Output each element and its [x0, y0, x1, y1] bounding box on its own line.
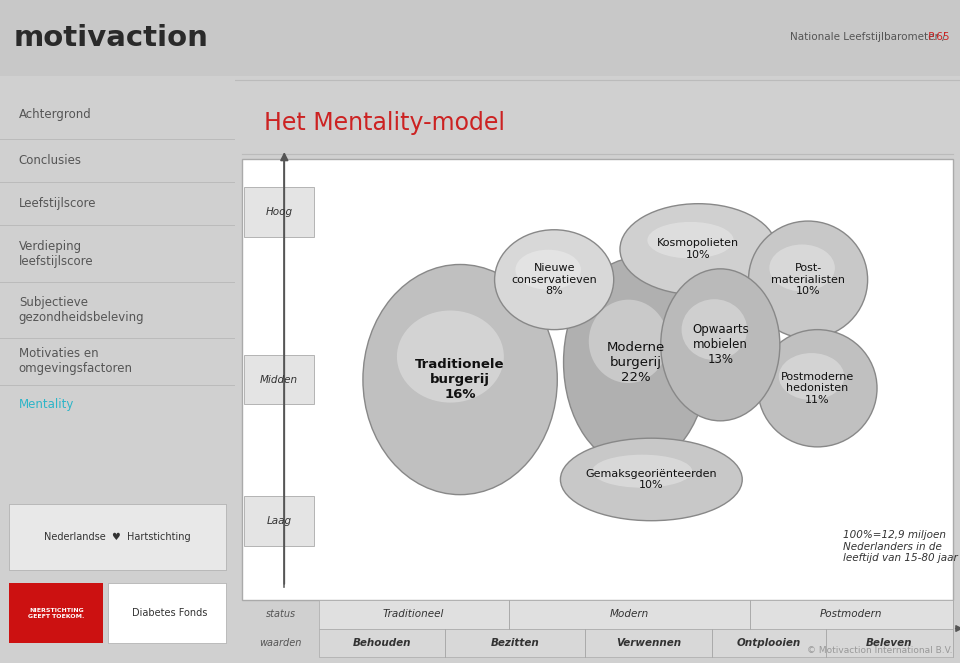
Text: motivaction: motivaction	[14, 25, 209, 52]
FancyBboxPatch shape	[108, 583, 226, 643]
Text: Bezitten: Bezitten	[491, 638, 540, 648]
Ellipse shape	[769, 245, 835, 292]
FancyBboxPatch shape	[235, 0, 960, 76]
Text: Het Mentality-model: Het Mentality-model	[264, 111, 505, 135]
Text: Kosmopolieten
10%: Kosmopolieten 10%	[658, 239, 739, 260]
Text: P.65: P.65	[899, 32, 949, 42]
FancyBboxPatch shape	[0, 0, 235, 76]
Text: Subjectieve
gezondheidsbeleving: Subjectieve gezondheidsbeleving	[19, 296, 144, 324]
Ellipse shape	[363, 265, 558, 495]
Text: waarden: waarden	[259, 638, 301, 648]
Text: Achtergrond: Achtergrond	[19, 108, 91, 121]
FancyBboxPatch shape	[10, 504, 226, 570]
Text: Motivaties en
omgevingsfactoren: Motivaties en omgevingsfactoren	[19, 347, 132, 375]
FancyBboxPatch shape	[243, 159, 952, 600]
FancyBboxPatch shape	[244, 187, 314, 237]
Text: Beleven: Beleven	[866, 638, 913, 648]
Ellipse shape	[682, 299, 747, 360]
Text: Diabetes Fonds: Diabetes Fonds	[132, 608, 207, 619]
Ellipse shape	[779, 353, 844, 400]
Text: Mentality: Mentality	[19, 398, 74, 411]
Text: NIERSTICHTING
GEEFT TOEKOM.: NIERSTICHTING GEEFT TOEKOM.	[28, 608, 84, 619]
Ellipse shape	[588, 300, 668, 383]
Text: Nationale Leefstijlbarometer /: Nationale Leefstijlbarometer /	[790, 32, 949, 42]
Text: Traditionele
burgerij
16%: Traditionele burgerij 16%	[416, 358, 505, 401]
Ellipse shape	[516, 250, 581, 290]
FancyBboxPatch shape	[319, 600, 952, 629]
Text: Traditioneel: Traditioneel	[383, 609, 444, 619]
Text: Nieuwe
conservatieven
8%: Nieuwe conservatieven 8%	[512, 263, 597, 296]
Text: Post-
materialisten
10%: Post- materialisten 10%	[771, 263, 845, 296]
Text: Verwennen: Verwennen	[615, 638, 681, 648]
Text: Moderne
burgerij
22%: Moderne burgerij 22%	[607, 341, 664, 384]
Text: Ontplooien: Ontplooien	[736, 638, 801, 648]
FancyBboxPatch shape	[319, 629, 952, 657]
Ellipse shape	[749, 221, 868, 338]
Ellipse shape	[592, 455, 692, 488]
Text: Modern: Modern	[610, 609, 649, 619]
Text: Conclusies: Conclusies	[19, 154, 82, 167]
FancyBboxPatch shape	[10, 583, 104, 643]
Ellipse shape	[396, 310, 504, 402]
Ellipse shape	[564, 258, 708, 467]
Ellipse shape	[620, 204, 777, 295]
Ellipse shape	[494, 230, 613, 330]
Text: 100%=12,9 miljoen
Nederlanders in de
leeftijd van 15-80 jaar: 100%=12,9 miljoen Nederlanders in de lee…	[843, 530, 957, 564]
Ellipse shape	[660, 269, 780, 421]
Text: status: status	[265, 609, 296, 619]
Ellipse shape	[561, 438, 742, 520]
Ellipse shape	[757, 330, 877, 447]
Text: Opwaarts
mobielen
13%: Opwaarts mobielen 13%	[692, 324, 749, 367]
Text: Hoog: Hoog	[266, 207, 293, 217]
FancyBboxPatch shape	[244, 496, 314, 546]
Text: Verdieping
leefstijlscore: Verdieping leefstijlscore	[19, 239, 93, 268]
Text: © Motivaction International B.V.: © Motivaction International B.V.	[807, 646, 952, 655]
Text: Midden: Midden	[260, 375, 299, 385]
Text: Gemaksgeoriënteerden
10%: Gemaksgeoriënteerden 10%	[586, 469, 717, 490]
FancyBboxPatch shape	[244, 355, 314, 404]
Text: Nederlandse  ♥  Hartstichting: Nederlandse ♥ Hartstichting	[44, 532, 191, 542]
Text: Leefstijlscore: Leefstijlscore	[19, 198, 96, 210]
Text: Postmoderne
hedonisten
11%: Postmoderne hedonisten 11%	[780, 372, 854, 405]
Text: Postmodern: Postmodern	[820, 609, 882, 619]
Ellipse shape	[647, 222, 733, 259]
Text: Behouden: Behouden	[352, 638, 411, 648]
Text: Laag: Laag	[267, 516, 292, 526]
